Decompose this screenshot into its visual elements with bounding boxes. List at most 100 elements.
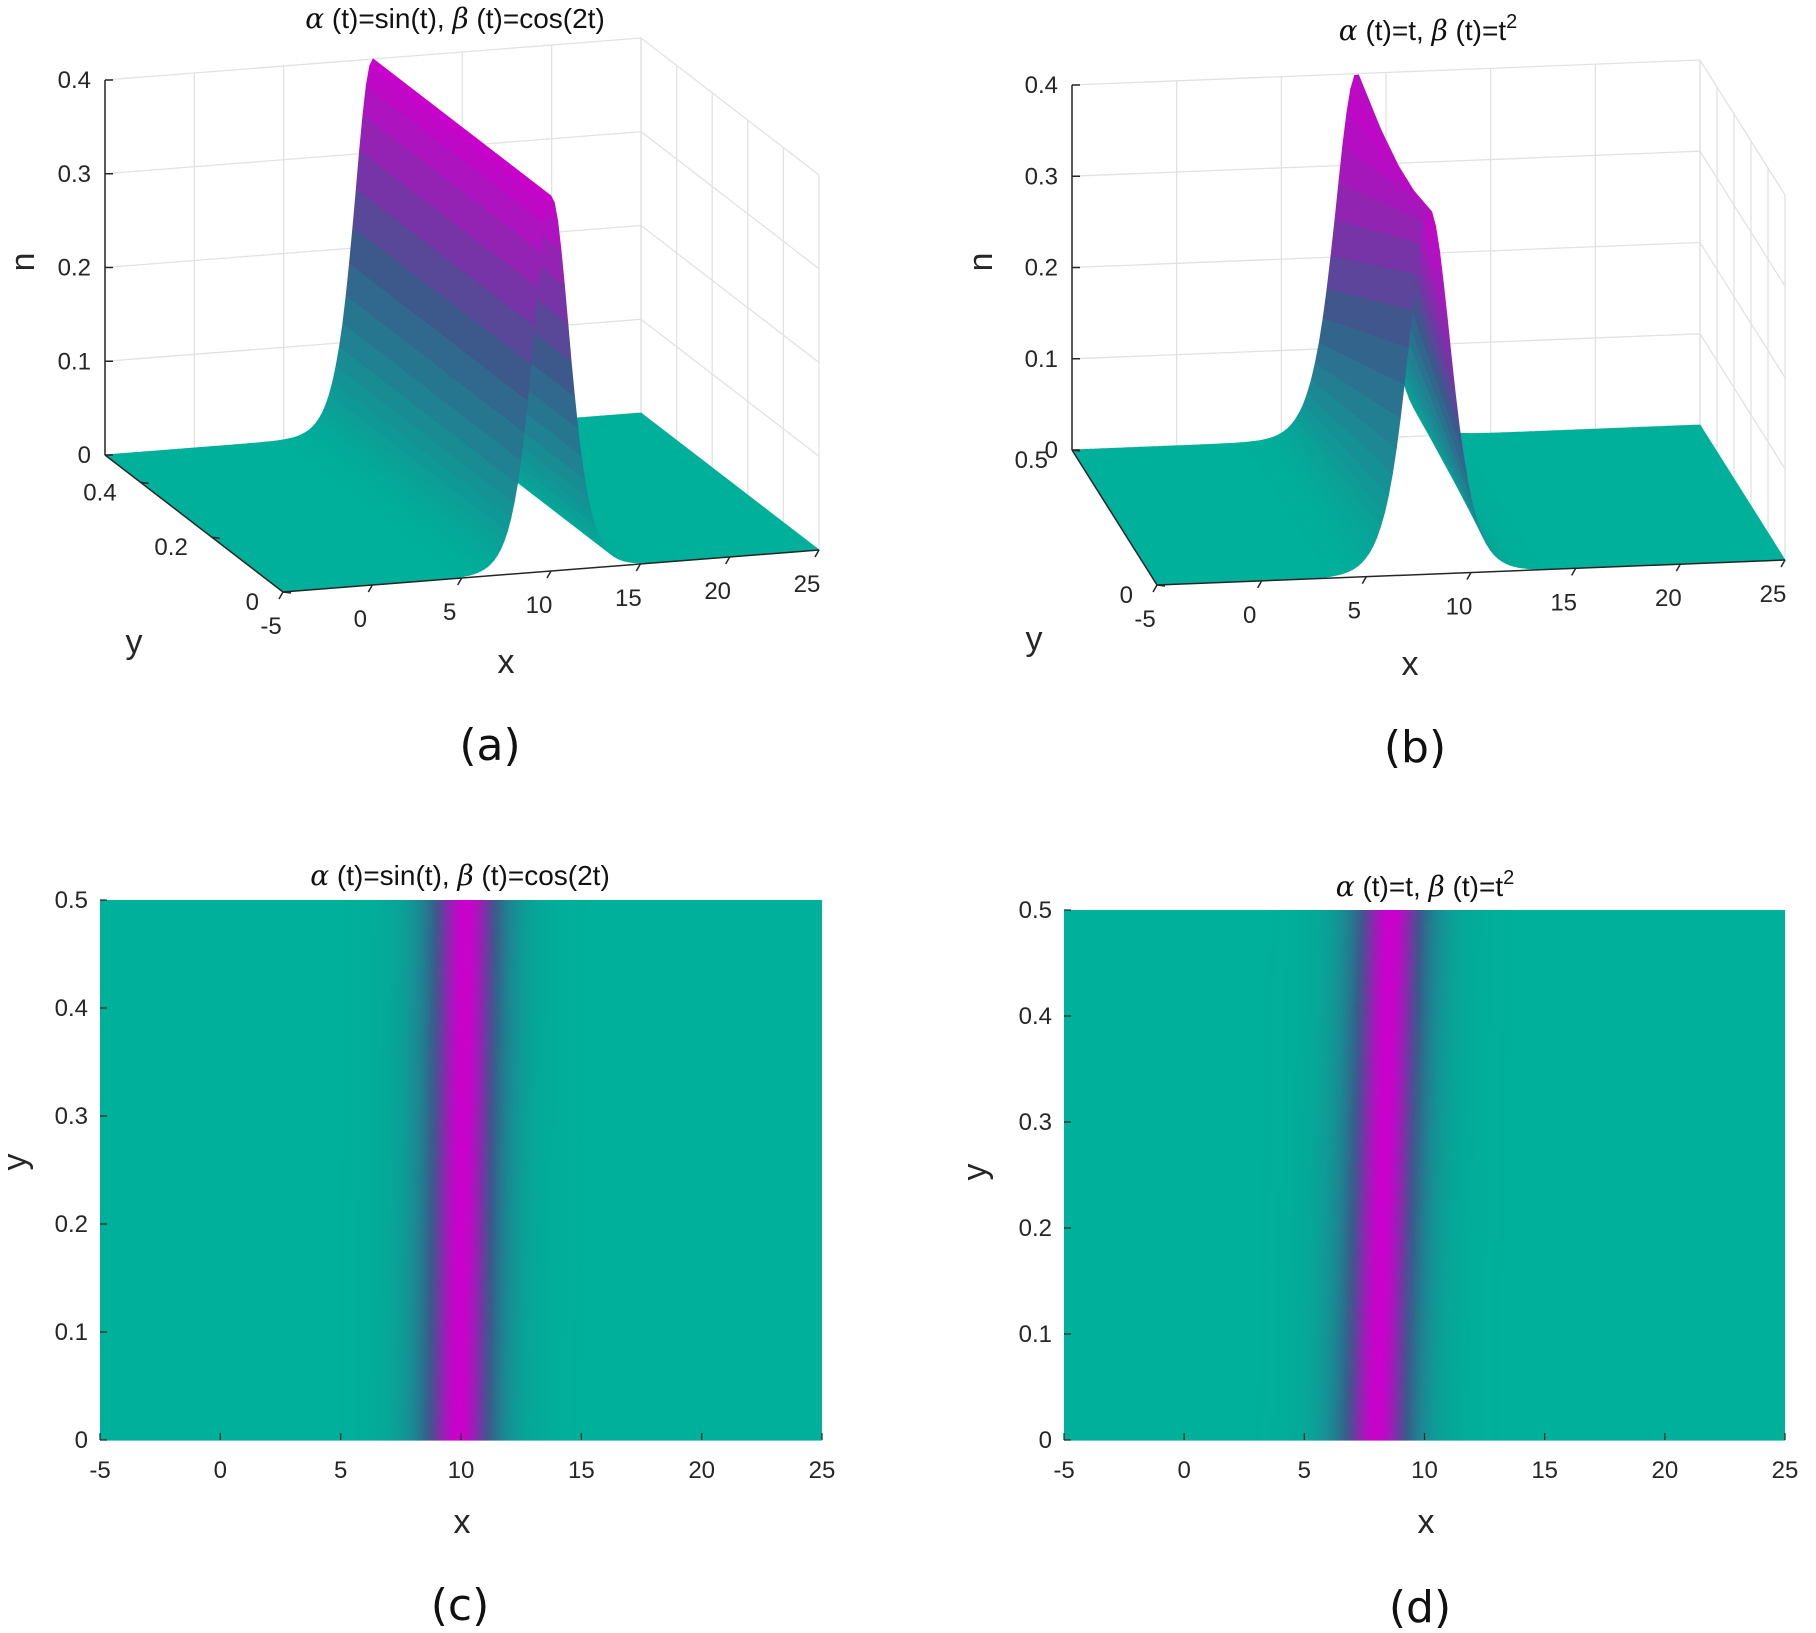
panel-c-xlabel: x: [454, 1503, 471, 1541]
panel-c-title: α (t)=sin(t), β (t)=cos(2t): [310, 859, 610, 892]
heatmap-row: [1064, 1002, 1785, 1017]
y-tick: [282, 591, 292, 594]
heatmap-row: [1064, 1108, 1785, 1123]
z-tick-label: 0: [78, 442, 91, 469]
y-tick-label: 0.2: [55, 1211, 88, 1238]
heatmap-row: [100, 1413, 822, 1428]
heatmap-row: [1064, 1281, 1785, 1295]
x-tick-label: 15: [1531, 1457, 1558, 1484]
heatmap-row: [100, 1224, 822, 1239]
heatmap-row: [100, 1237, 822, 1252]
panel-b-zlabel: u: [966, 253, 1004, 272]
y-tick: [140, 481, 149, 485]
heatmap-row: [100, 1048, 822, 1063]
x-tick: [725, 556, 731, 565]
panel-d-title: α (t)=t, β (t)=t2: [1336, 867, 1514, 903]
heatmap-row: [1064, 1320, 1785, 1335]
heatmap-row: [100, 967, 822, 982]
heatmap-row: [1064, 1387, 1785, 1401]
x-tick-label: -5: [1134, 606, 1155, 633]
heatmap-row: [100, 1062, 822, 1077]
y-axis-line: [104, 454, 284, 593]
heatmap-row: [1064, 1029, 1785, 1044]
y-tick-label: 0: [1120, 582, 1133, 609]
panel-d-ylabel: y: [956, 1164, 994, 1181]
heatmap-row: [100, 1143, 822, 1158]
heatmap-row: [100, 1278, 822, 1293]
x-tick-label: -5: [89, 1457, 110, 1484]
y-tick: [211, 536, 220, 539]
panel-a-zlabel: u: [8, 253, 46, 272]
x-tick-label: 5: [443, 599, 456, 626]
x-tick-label: 15: [568, 1457, 595, 1484]
heatmap-row: [100, 994, 822, 1009]
x-tick: [278, 591, 284, 600]
heatmap-row: [100, 1372, 822, 1387]
panel-a-ylabel: y: [126, 623, 143, 661]
heatmap-row: [1064, 1241, 1785, 1256]
x-tick-label: 20: [1655, 585, 1682, 612]
y-tick-label: 0.5: [1019, 897, 1052, 924]
heatmap-row: [100, 1197, 822, 1212]
x-tick-label: 10: [1411, 1457, 1438, 1484]
panel-b-ylabel: y: [1026, 620, 1043, 658]
heatmap-row: [1064, 1095, 1785, 1110]
heatmap-row: [1064, 1360, 1785, 1375]
heatmap-row: [1064, 1400, 1785, 1415]
x-tick-label: 15: [1550, 589, 1577, 616]
x-tick-label: 25: [1772, 1457, 1799, 1484]
panel-b-title: α (t)=t, β (t)=t2: [1339, 11, 1517, 47]
surface-patch: [369, 58, 552, 204]
panel-c-ylabel: y: [0, 1154, 34, 1171]
x-tick-label: 0: [1243, 602, 1256, 629]
heatmap-row: [1064, 1373, 1785, 1388]
heatmap-row: [100, 1251, 822, 1266]
x-tick-label: 20: [1651, 1457, 1678, 1484]
y-tick-label: 0.1: [1019, 1321, 1052, 1348]
x-tick: [814, 549, 820, 558]
surface-patch: [1338, 144, 1429, 222]
heatmap-row: [1064, 1254, 1785, 1269]
heatmap-row: [1064, 1042, 1785, 1057]
heatmap-row: [1064, 1122, 1785, 1136]
z-tick-label: 0.3: [1025, 163, 1058, 190]
heatmap-row: [100, 940, 822, 955]
y-tick-label: 0.2: [154, 534, 187, 561]
x-tick: [635, 563, 641, 572]
panel-c-caption: (c): [431, 1580, 490, 1631]
y-axis-line: [1071, 449, 1158, 586]
heatmap-row: [100, 913, 822, 928]
x-tick-label: 5: [1348, 598, 1361, 625]
x-tick-label: 0: [1177, 1457, 1190, 1484]
x-tick: [367, 584, 373, 593]
z-tick-label: 0: [1045, 437, 1058, 464]
heatmap-row: [100, 1264, 822, 1279]
x-tick-label: 25: [809, 1457, 836, 1484]
heatmap-row: [100, 1170, 822, 1185]
heatmap-row: [100, 1089, 822, 1104]
heatmap-row: [1064, 1267, 1785, 1282]
panel-a-title: α (t)=sin(t), β (t)=cos(2t): [305, 2, 605, 35]
heatmap-row: [1064, 989, 1785, 1004]
y-tick-label: 0.4: [1019, 1003, 1052, 1030]
x-tick: [1675, 563, 1681, 572]
x-tick-label: -5: [1053, 1457, 1074, 1484]
heatmap-row: [100, 1183, 822, 1198]
heatmap-row: [100, 1332, 822, 1347]
heatmap-row: [1064, 1069, 1785, 1083]
heatmap-row: [100, 1129, 822, 1144]
z-tick-label: 0.1: [1025, 346, 1058, 373]
x-tick: [1152, 584, 1158, 593]
heatmap-row: [1064, 910, 1785, 924]
x-tick: [1257, 580, 1263, 589]
x-tick-label: 25: [1760, 581, 1787, 608]
heatmap-row: [1064, 976, 1785, 991]
y-tick-label: 0: [75, 1427, 88, 1454]
y-tick-label: 0.4: [83, 479, 116, 506]
x-tick: [1571, 567, 1577, 576]
x-tick: [1466, 572, 1472, 580]
heatmap-row: [1064, 1082, 1785, 1097]
